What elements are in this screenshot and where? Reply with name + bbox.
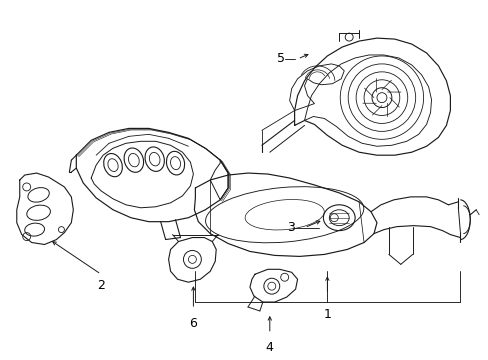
Text: 1: 1 — [323, 308, 330, 321]
Text: 6: 6 — [189, 317, 197, 330]
Text: 5: 5 — [276, 53, 284, 66]
Text: 2: 2 — [97, 279, 105, 292]
Text: 4: 4 — [265, 341, 273, 354]
Text: 3: 3 — [286, 221, 294, 234]
